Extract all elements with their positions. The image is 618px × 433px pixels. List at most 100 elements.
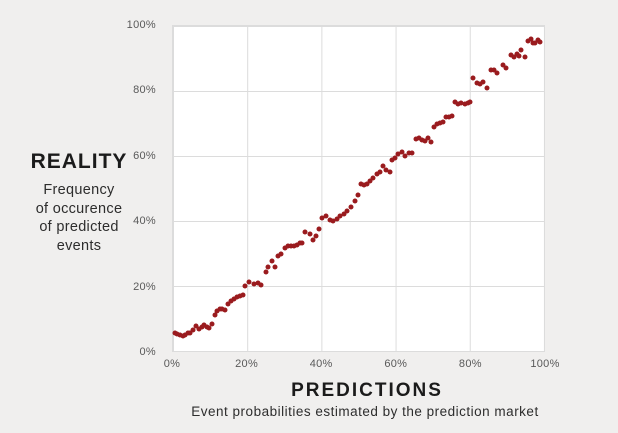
scatter-point <box>488 67 494 73</box>
scatter-point <box>199 324 205 330</box>
scatter-point <box>389 157 395 163</box>
x-axis-subtitle: Event probabilities estimated by the pre… <box>191 404 539 419</box>
scatter-point <box>440 119 446 125</box>
scatter-point <box>383 167 389 173</box>
scatter-point <box>275 253 281 259</box>
scatter-point <box>330 218 336 224</box>
scatter-point <box>409 150 415 156</box>
scatter-point <box>307 231 313 237</box>
scatter-point <box>310 237 316 243</box>
scatter-point <box>477 81 483 87</box>
x-tick-label: 80% <box>458 358 482 370</box>
scatter-point <box>294 242 300 248</box>
scatter-point <box>190 327 196 333</box>
scatter-point <box>399 149 405 155</box>
scatter-point <box>344 208 350 214</box>
scatter-point <box>263 269 269 275</box>
scatter-point <box>522 54 528 60</box>
scatter-point <box>500 62 506 68</box>
scatter-point <box>474 80 480 86</box>
scatter-point <box>425 135 431 141</box>
x-tick-label: 100% <box>530 358 560 370</box>
x-tick-label: 40% <box>309 358 333 370</box>
scatter-point <box>358 181 364 187</box>
scatter-point <box>222 307 228 313</box>
scatter-point <box>395 151 401 157</box>
scatter-point <box>174 331 180 337</box>
scatter-point <box>234 294 240 300</box>
scatter-point <box>449 113 455 119</box>
scatter-point <box>272 264 278 270</box>
scatter-point <box>319 215 325 221</box>
scatter-point <box>214 308 220 314</box>
scatter-point <box>494 70 500 76</box>
scatter-point <box>514 51 520 57</box>
scatter-point <box>185 330 191 336</box>
y-tick-label: 40% <box>133 215 156 228</box>
scatter-point <box>364 181 370 187</box>
scatter-point <box>428 139 434 145</box>
scatter-point <box>265 264 271 270</box>
scatter-point <box>480 79 486 85</box>
scatter-point <box>431 124 437 130</box>
scatter-point <box>422 138 428 144</box>
y-tick-label: 60% <box>133 149 156 162</box>
scatter-point <box>528 36 534 42</box>
scatter-point <box>470 75 476 81</box>
scatter-point <box>387 169 393 175</box>
y-tick-label: 80% <box>133 84 156 97</box>
scatter-point <box>282 245 288 251</box>
scatter-point <box>334 216 340 222</box>
x-tick-label: 20% <box>235 358 259 370</box>
scatter-point <box>518 47 524 53</box>
scatter-point <box>446 114 452 120</box>
scatter-point <box>182 332 188 338</box>
scatter-point <box>206 325 212 331</box>
scatter-point <box>443 114 449 120</box>
scatter-point <box>231 296 237 302</box>
scatter-point <box>352 198 358 204</box>
scatter-point <box>516 53 522 59</box>
y-tick-label: 20% <box>133 280 156 293</box>
scatter-point <box>416 135 422 141</box>
scatter-point <box>212 312 218 318</box>
scatter-point <box>201 322 207 328</box>
scatter-point <box>285 243 291 249</box>
y-tick-label: 0% <box>139 346 156 358</box>
scatter-point <box>258 282 264 288</box>
scatter-point <box>462 101 468 107</box>
y-axis-tick-labels: 100% 80% 60% 40% 20% 0% <box>104 19 164 358</box>
scatter-point <box>380 163 386 169</box>
scatter-point <box>209 321 215 327</box>
scatter-point <box>434 121 440 127</box>
scatter-point <box>288 243 294 249</box>
scatter-point <box>525 38 531 44</box>
scatter-point <box>193 323 199 329</box>
scatter-point <box>291 243 297 249</box>
x-axis-title: PREDICTIONS <box>291 380 443 401</box>
scatter-point <box>217 306 223 312</box>
scatter-point <box>204 324 210 330</box>
scatter-point <box>348 204 354 210</box>
y-tick-label: 100% <box>126 19 156 31</box>
scatter-point <box>255 280 261 286</box>
scatter-point <box>532 40 538 46</box>
scatter-point <box>177 332 183 338</box>
scatter-point <box>511 54 517 60</box>
scatter-point <box>242 283 248 289</box>
scatter-point <box>392 155 398 161</box>
scatter-point <box>367 178 373 184</box>
x-tick-label: 0% <box>163 358 181 370</box>
scatter-point <box>187 330 193 336</box>
y-axis-subtitle-line: of occurence <box>35 200 123 217</box>
scatter-point <box>297 240 302 246</box>
scatter-point <box>341 211 347 217</box>
scatter-point <box>355 192 361 198</box>
scatter-point <box>467 99 473 105</box>
x-tick-label: 60% <box>384 358 408 370</box>
y-axis-subtitle: Frequency of occurence of predicted events <box>9 181 149 255</box>
scatter-point <box>437 120 443 126</box>
scatter-point <box>537 39 543 45</box>
scatter-point <box>172 330 178 336</box>
